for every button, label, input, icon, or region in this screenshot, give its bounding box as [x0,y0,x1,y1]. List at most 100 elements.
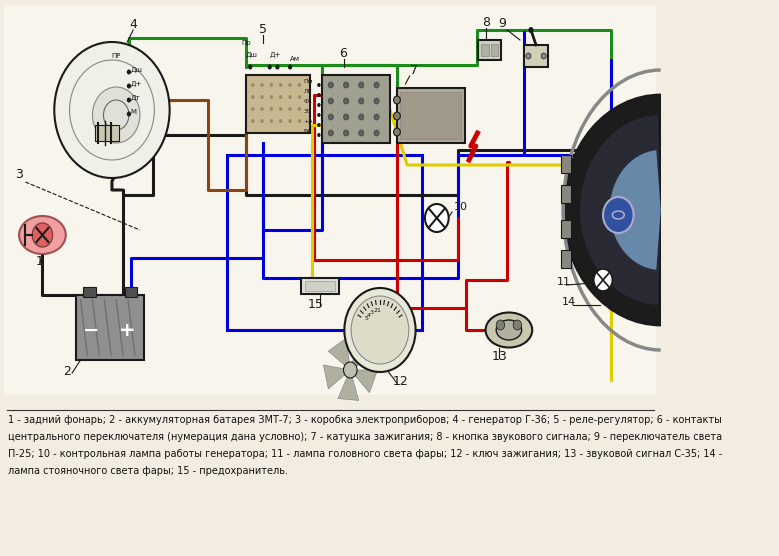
Text: 15: 15 [308,298,324,311]
Text: Дт: Дт [131,95,140,101]
Polygon shape [338,370,358,400]
Circle shape [594,269,612,291]
Text: 5: 5 [364,316,368,321]
Circle shape [260,95,264,99]
Circle shape [344,362,357,378]
Bar [95,125,118,141]
Circle shape [93,87,140,143]
Text: лампа стояночного света фары; 15 - предохранитель.: лампа стояночного света фары; 15 - предо… [9,466,288,476]
Bar [76,295,144,360]
Text: центрального переключателя (нумерация дана условно); 7 - катушка зажигания; 8 - : центрального переключателя (нумерация да… [9,432,723,442]
Bar [400,92,461,139]
Circle shape [260,107,264,111]
Bar [561,185,571,203]
Circle shape [279,119,283,123]
Text: 3: 3 [369,310,373,315]
Circle shape [270,107,273,111]
Circle shape [317,83,321,87]
Circle shape [298,83,301,87]
Circle shape [251,83,255,87]
Circle shape [298,119,301,123]
Text: 1: 1 [36,255,44,268]
Text: +А: +А [304,119,313,124]
Polygon shape [328,339,351,370]
Bar [83,287,96,297]
Text: 13: 13 [492,350,508,363]
Wedge shape [580,115,661,305]
Text: 10: 10 [454,202,467,212]
Circle shape [526,53,531,59]
Circle shape [127,112,131,117]
Circle shape [513,320,522,330]
Text: 6: 6 [340,47,347,60]
Text: Пр: Пр [241,40,252,46]
Text: 7: 7 [410,64,418,77]
Text: 3: 3 [16,168,23,181]
Circle shape [270,83,273,87]
Text: Дш: Дш [131,67,143,73]
Circle shape [317,133,321,137]
Circle shape [288,119,292,123]
Circle shape [344,82,348,88]
Circle shape [374,82,379,88]
Circle shape [328,114,333,120]
Circle shape [344,288,416,372]
Circle shape [127,70,131,75]
Bar [397,88,465,143]
Circle shape [328,98,333,104]
Bar [561,250,571,268]
Text: ПР: ПР [111,53,121,59]
Circle shape [603,197,633,233]
Text: Дш: Дш [246,52,258,58]
Circle shape [393,96,400,104]
Circle shape [344,114,348,120]
Circle shape [328,82,333,88]
Circle shape [425,204,449,232]
Bar [561,155,571,173]
Circle shape [328,130,333,136]
Circle shape [317,113,321,117]
Text: Д+: Д+ [131,81,142,87]
Text: 4: 4 [366,313,370,318]
Circle shape [374,114,379,120]
Circle shape [374,130,379,136]
Bar [246,75,309,133]
Circle shape [275,64,280,70]
Text: ЛГ: ЛГ [304,89,312,94]
Text: −: − [83,320,100,340]
Circle shape [359,114,364,120]
Circle shape [127,97,131,102]
Circle shape [541,53,546,59]
Text: Ф1: Ф1 [304,99,313,104]
Circle shape [344,98,348,104]
Bar [561,220,571,238]
Circle shape [260,119,264,123]
Circle shape [251,95,255,99]
Polygon shape [351,340,375,370]
Circle shape [251,107,255,111]
Circle shape [317,123,321,127]
Circle shape [270,119,273,123]
Bar [301,278,340,294]
Circle shape [359,98,364,104]
Circle shape [288,64,292,70]
Bar [524,45,548,67]
Bar [305,281,335,291]
Text: М: М [131,109,136,115]
Polygon shape [351,370,378,393]
Text: +: + [119,320,136,340]
Text: 8: 8 [482,16,490,29]
Circle shape [393,128,400,136]
Text: 11: 11 [556,277,570,287]
Bar [227,155,422,330]
Text: П-25; 10 - контрольная лампа работы генератора; 11 - лампа головного света фары;: П-25; 10 - контрольная лампа работы гене… [9,449,723,459]
Bar [4,5,657,395]
Text: Пм: Пм [304,79,313,84]
Text: Ам: Ам [290,56,300,62]
Text: ЗС: ЗС [304,109,312,114]
Text: 1 - задний фонарь; 2 - аккумуляторная батарея ЗМТ-7; 3 - коробка электроприборов: 1 - задний фонарь; 2 - аккумуляторная ба… [9,415,722,425]
Circle shape [279,83,283,87]
Circle shape [127,83,131,88]
Circle shape [344,130,348,136]
Bar [323,75,390,143]
